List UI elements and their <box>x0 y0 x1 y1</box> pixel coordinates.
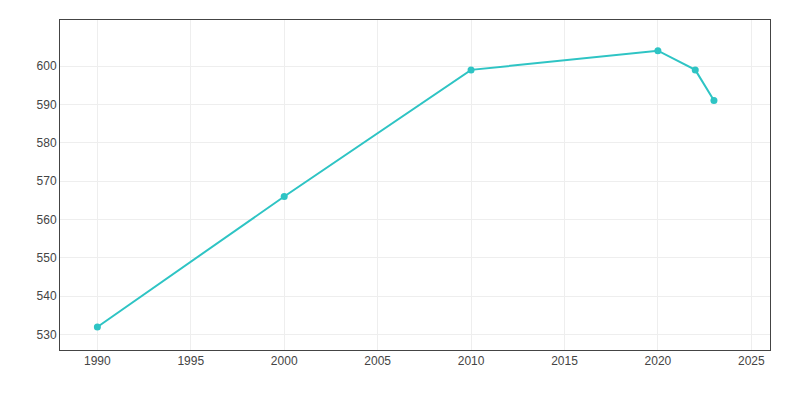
svg-text:530: 530 <box>37 328 57 342</box>
svg-text:2010: 2010 <box>458 354 485 368</box>
svg-text:2020: 2020 <box>645 354 672 368</box>
svg-text:600: 600 <box>37 59 57 73</box>
svg-text:590: 590 <box>37 98 57 112</box>
svg-text:550: 550 <box>37 251 57 265</box>
svg-text:2005: 2005 <box>364 354 391 368</box>
svg-text:1990: 1990 <box>84 354 111 368</box>
svg-text:540: 540 <box>37 289 57 303</box>
svg-text:1995: 1995 <box>177 354 204 368</box>
svg-text:2015: 2015 <box>551 354 578 368</box>
svg-text:580: 580 <box>37 136 57 150</box>
svg-text:2025: 2025 <box>738 354 765 368</box>
svg-text:2000: 2000 <box>271 354 298 368</box>
svg-text:570: 570 <box>37 174 57 188</box>
svg-text:560: 560 <box>37 213 57 227</box>
